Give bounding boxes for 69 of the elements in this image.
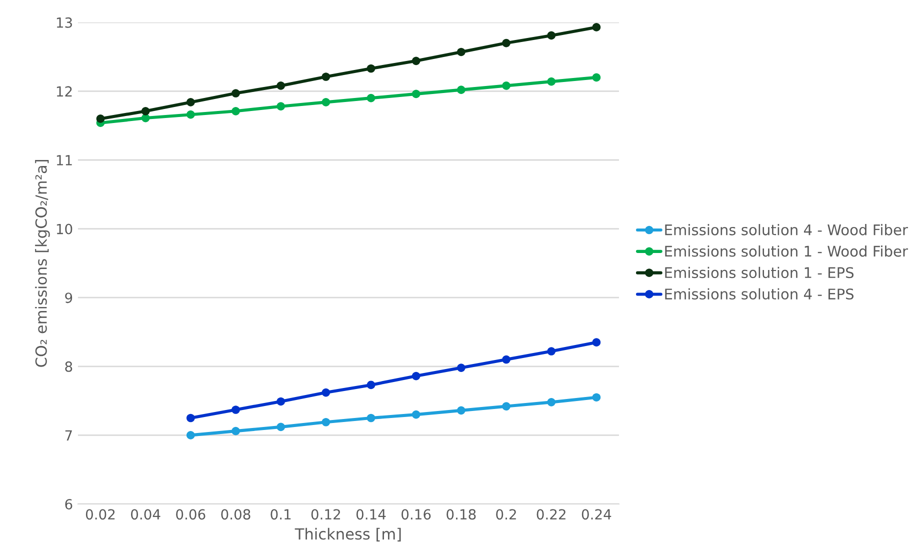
x-tick-label: 0.24 [582,509,612,520]
point [366,414,376,422]
y-tick-label: 8 [65,361,72,372]
point [232,426,240,436]
point [502,82,510,90]
point [502,38,510,48]
x-tick-label: 0.12 [311,509,340,520]
point [276,397,285,406]
point [186,110,195,119]
point [412,90,420,98]
point [141,114,150,122]
point [322,98,330,106]
point [232,106,240,116]
point [502,355,510,364]
x-axis-title: Thickness [m] [294,528,401,542]
point [592,338,601,346]
legend-label: Emissions solution 4 - Wood Fiber [665,224,908,236]
point [186,431,195,440]
point [457,406,466,415]
point [457,86,466,94]
x-tick-label: 0.06 [176,509,206,520]
point [96,114,105,123]
point [592,23,601,32]
point [322,418,330,426]
point [141,106,150,116]
point [366,380,376,390]
point [232,89,240,98]
y-tick-label: 7 [65,430,72,440]
point [412,410,420,419]
point [276,422,285,432]
point [412,56,420,66]
point [547,31,556,40]
point [186,98,195,106]
y-axis-title: CO₂ emissions [kgCO₂/m²a] [35,160,50,367]
point [322,388,330,397]
x-tick-label: 0.1 [270,509,291,520]
y-tick-label: 12 [56,86,72,96]
y-tick-label: 10 [56,224,72,234]
y-tick-label: 13 [56,17,72,28]
point [547,398,556,406]
y-tick-label: 11 [56,155,72,166]
x-tick-label: 0.04 [131,509,160,520]
x-tick-label: 0.02 [86,509,115,520]
point [502,402,510,410]
x-tick-label: 0.2 [496,509,516,520]
legend-label: Emissions solution 1 - EPS [665,266,854,278]
point [276,82,285,90]
x-tick-label: 0.16 [402,509,431,520]
point [547,77,556,86]
point [412,372,420,380]
y-tick-label: 9 [65,292,72,304]
point [592,393,601,402]
legend-label: Emissions solution 4 - EPS [665,288,854,300]
point [232,406,240,414]
point [366,64,376,73]
point [547,347,556,356]
point [457,48,466,56]
point [322,72,330,81]
point [366,94,376,102]
x-tick-label: 0.22 [536,509,566,520]
y-tick-label: 6 [65,498,72,510]
point [276,102,285,111]
x-tick-label: 0.14 [356,509,386,520]
x-tick-label: 0.18 [446,509,476,520]
x-tick-label: 0.08 [221,509,250,520]
point [592,73,601,82]
legend-label: Emissions solution 1 - Wood Fiber [665,245,908,257]
point [186,414,195,422]
point [457,364,466,372]
